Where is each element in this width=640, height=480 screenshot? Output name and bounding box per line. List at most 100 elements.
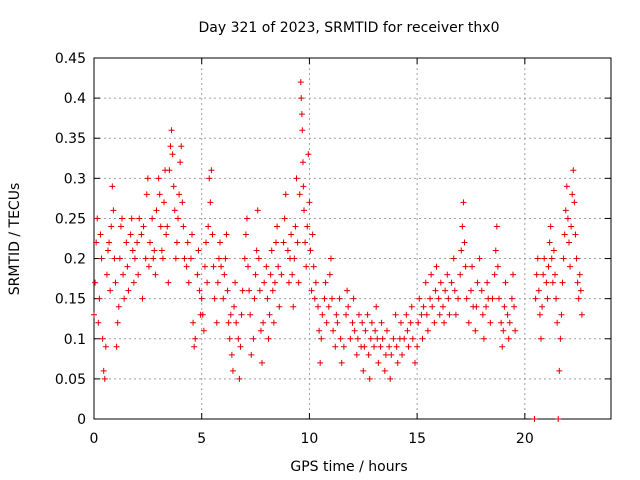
data-point [543,279,550,286]
data-point [242,231,249,238]
data-point [155,175,162,182]
data-point [333,311,340,318]
data-point [403,311,410,318]
data-point [177,159,184,166]
data-point [394,359,401,366]
data-point [167,143,174,150]
data-point [429,303,436,310]
data-point [259,359,266,366]
data-point [307,247,314,254]
data-point [469,263,476,270]
data-point [448,279,455,286]
data-point [556,367,563,374]
data-point [217,239,224,246]
data-point [349,319,356,326]
data-point [243,215,250,222]
y-tick-label: 0.4 [64,91,86,107]
data-point [480,335,487,342]
data-point [360,367,367,374]
data-point [558,311,565,318]
data-point [415,319,422,326]
y-tick-label: 0.15 [55,292,86,308]
data-point [183,263,190,270]
data-point [422,279,429,286]
data-point [128,215,135,222]
data-point [220,295,227,302]
data-point [247,311,254,318]
data-point [211,295,218,302]
data-point [423,311,430,318]
data-point [544,295,551,302]
data-point [567,263,574,270]
data-point [231,303,238,310]
data-point [254,207,261,214]
data-point [431,319,438,326]
data-point [291,255,298,262]
data-point [224,287,231,294]
data-point [427,295,434,302]
data-point [539,303,546,310]
data-point [170,183,177,190]
data-point [473,303,480,310]
data-point [460,199,467,206]
data-point [294,239,301,246]
data-point [479,311,486,318]
data-point [119,215,126,222]
data-point [284,247,291,254]
data-point [437,279,444,286]
data-point [532,295,539,302]
data-point [428,271,435,278]
y-tick-label: 0.45 [55,51,86,67]
y-tick-label: 0.35 [55,131,86,147]
data-point [462,263,469,270]
data-point [547,223,554,230]
data-point [502,279,509,286]
data-point [281,215,288,222]
data-point [457,271,464,278]
data-point [564,215,571,222]
data-point [388,351,395,358]
data-point [535,287,542,294]
data-point [111,255,118,262]
x-axis-label: GPS time / hours [290,459,407,475]
data-point [375,359,382,366]
data-point [149,215,156,222]
data-point [175,215,182,222]
y-tick-label: 0.2 [64,252,86,268]
data-point [575,295,582,302]
data-point [493,223,500,230]
data-point [405,343,412,350]
data-point [334,319,341,326]
data-point [102,343,109,350]
data-point [359,319,366,326]
data-point [144,175,151,182]
data-point [108,223,115,230]
data-point [318,335,325,342]
data-point [298,95,305,102]
data-point [537,335,544,342]
data-point [458,247,465,254]
data-point [350,295,357,302]
data-point [96,295,103,302]
data-point [509,271,516,278]
data-point [280,239,287,246]
data-point [408,303,415,310]
y-axis-label: SRMTID / TECUs [7,183,23,296]
data-point [411,359,418,366]
data-point [156,191,163,198]
data-point [140,223,147,230]
data-point [554,319,561,326]
data-point [498,319,505,326]
data-point [361,343,368,350]
data-point [297,79,304,86]
data-point [439,303,446,310]
data-point [110,207,117,214]
data-point [382,351,389,358]
data-point [344,287,351,294]
data-point [476,255,483,262]
data-point [238,311,245,318]
y-tick-label: 0.25 [55,211,86,227]
x-tick-label: 0 [90,431,99,447]
data-point [207,199,214,206]
data-point [228,351,235,358]
